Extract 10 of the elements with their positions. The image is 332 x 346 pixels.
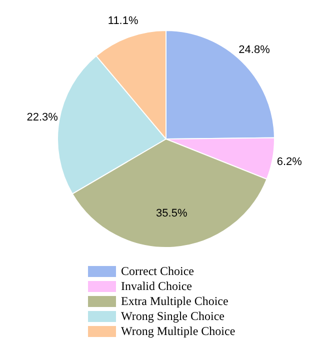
legend-label: Invalid Choice — [121, 279, 192, 294]
data-label: 22.3% — [26, 112, 58, 124]
data-label: 24.8% — [238, 44, 270, 56]
legend-label: Correct Choice — [121, 264, 194, 279]
data-label: 11.1% — [108, 15, 138, 28]
legend-label: Wrong Multiple Choice — [121, 324, 236, 339]
legend-label: Wrong Single Choice — [121, 309, 224, 324]
data-label: 6.2% — [276, 156, 302, 168]
legend-label: Extra Multiple Choice — [121, 294, 228, 309]
data-label: 35.5% — [156, 208, 188, 220]
